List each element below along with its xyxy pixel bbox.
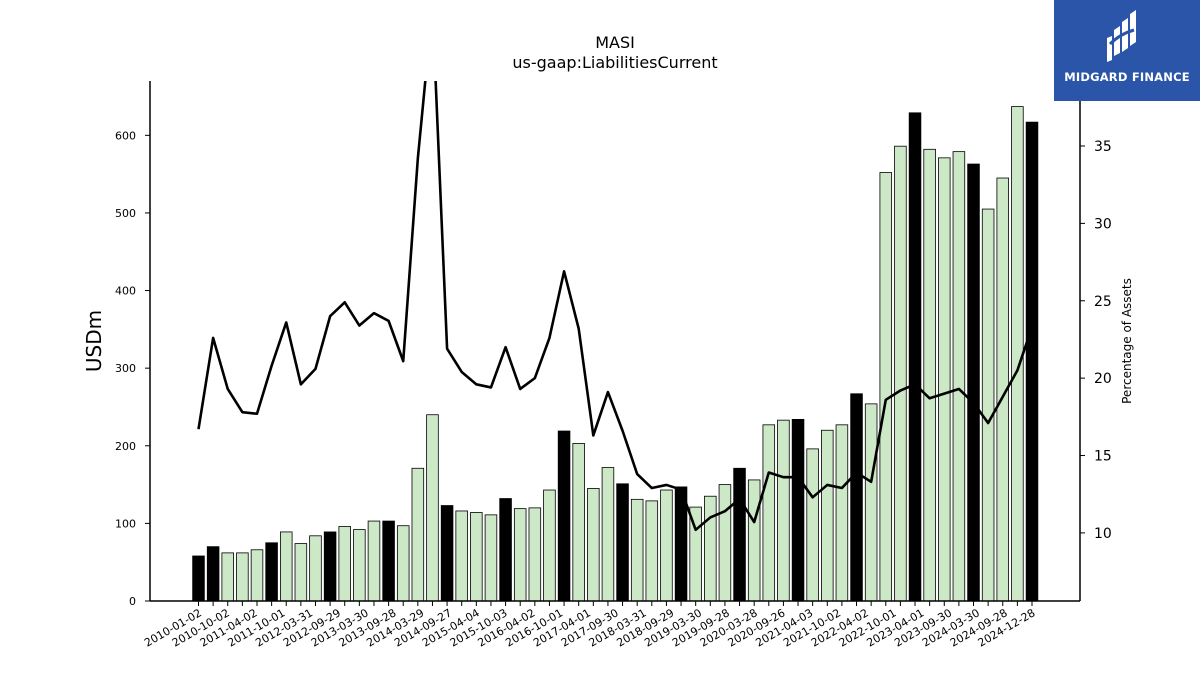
y-tick-label: 0 [129,595,136,608]
logo-icon [1107,10,1136,62]
bar [557,430,571,602]
bar [967,163,980,602]
y-tick-label: 100 [115,517,136,530]
bar [1011,106,1024,602]
y2-tick-label: 10 [1094,526,1112,542]
y2-tick-label: 35 [1094,139,1112,155]
bar [660,489,673,602]
y2-tick-label: 20 [1094,371,1112,387]
bar [616,483,629,602]
y-tick-label: 400 [115,285,136,298]
bar [630,498,644,602]
bar [499,498,512,602]
bar [455,510,468,602]
y2-axis-label: Percentage of Assets [1120,278,1134,404]
bar [923,148,936,602]
percentage-line [197,81,1034,532]
bar [806,448,819,602]
bar [382,520,395,602]
bar [338,526,351,602]
bar [835,424,849,602]
line-series [197,81,1034,532]
bar [704,495,717,602]
bar [484,514,498,602]
bar [221,552,234,602]
bar [645,500,659,602]
brand-logo: MIDGARD FINANCE [1054,0,1200,101]
bar [411,467,425,602]
bar [470,512,483,602]
bar [353,529,366,602]
y-tick-label: 600 [115,129,136,142]
bar [440,505,454,602]
bar [587,488,600,602]
bar [894,145,907,602]
y-tick-label: 200 [115,440,136,453]
bar [864,403,878,602]
bar [601,467,615,602]
bar [309,535,322,602]
bar [265,542,278,602]
y-axis-label: USDm [82,310,106,372]
bar [747,479,761,602]
bar [572,443,585,602]
y2-tick-label: 15 [1094,449,1112,465]
logo-brand-text: MIDGARD FINANCE [1064,70,1190,84]
bar [513,508,527,602]
bar [1025,121,1039,602]
bar [718,484,732,602]
bar [762,424,776,602]
bar [850,393,863,602]
bar [733,467,746,602]
chart-subtitle: us-gaap:LiabilitiesCurrent [512,53,717,72]
bar [938,157,951,602]
bar [528,507,542,602]
bar [294,543,308,602]
bar [981,208,995,602]
bar [908,112,922,602]
y-tick-label: 300 [115,362,136,375]
bar [250,549,264,602]
bar [206,546,220,602]
y-tick-label: 500 [115,207,136,220]
bar [952,151,966,602]
y2-tick-label: 30 [1094,216,1112,232]
bar [367,520,381,602]
chart-title: MASI [595,33,635,52]
bar [236,552,249,602]
bar [791,418,805,602]
bar [821,429,834,602]
bar [279,531,293,602]
y2-tick-label: 25 [1094,294,1112,310]
bar [396,525,410,602]
bar [323,531,337,602]
bar [426,414,439,602]
bar [543,489,556,602]
bar [192,555,205,602]
bar [777,419,790,602]
bar-series [192,106,1039,602]
bar [879,172,893,602]
